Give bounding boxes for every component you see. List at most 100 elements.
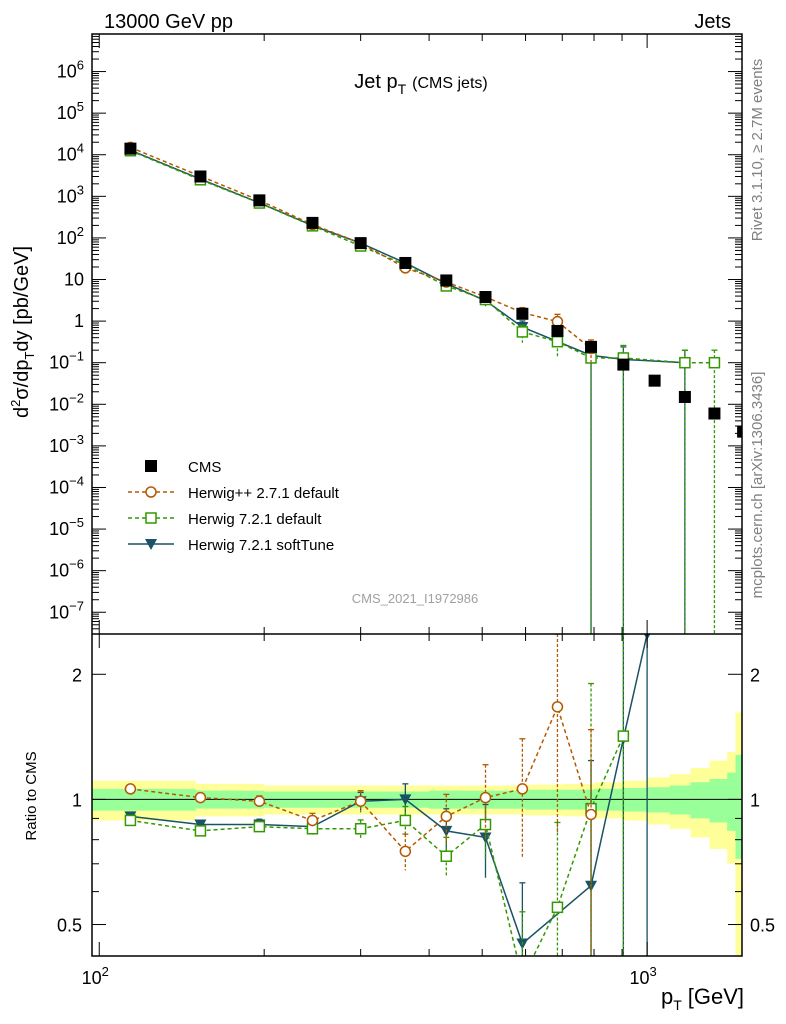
chart-title-suffix: (CMS jets) xyxy=(412,75,488,92)
main-data-point xyxy=(516,307,529,320)
y-tick-label: 10−2 xyxy=(49,390,84,414)
x-axis-label-suffix: [GeV] xyxy=(688,984,744,1009)
legend-entry: Herwig 7.2.1 softTune xyxy=(128,537,334,554)
main-data-point xyxy=(354,237,367,250)
ratio-data-point xyxy=(306,814,319,827)
ratio-data-point xyxy=(479,791,492,804)
y-tick-label: 10−5 xyxy=(49,515,84,539)
main-plot-area xyxy=(124,141,777,634)
ratio-y-tick-label: 2 xyxy=(72,665,82,685)
ratio-data-point xyxy=(253,820,266,833)
main-series-line xyxy=(130,149,685,364)
x-axis-label: pT [GeV] xyxy=(661,984,744,1013)
main-series-cms xyxy=(124,142,777,455)
main-series-line xyxy=(130,146,592,350)
ratio-series-line xyxy=(130,634,648,945)
legend-label: Herwig 7.2.1 softTune xyxy=(188,537,334,554)
main-data-point xyxy=(551,324,564,337)
ratio-data-point xyxy=(516,783,529,795)
ratio-data-point xyxy=(124,814,137,827)
main-data-point xyxy=(765,443,777,455)
ratio-plot-area xyxy=(124,634,651,984)
ratio-data-point xyxy=(124,783,137,795)
main-data-point xyxy=(708,407,721,420)
y-tick-label: 10−1 xyxy=(49,349,84,373)
ratio-data-point xyxy=(440,850,453,862)
ratio-y-tick-label: 1 xyxy=(72,790,82,810)
legend: CMS Herwig++ 2.7.1 default Herwig 7.2.1 de… xyxy=(128,459,340,554)
legend-label: Herwig 7.2.1 default xyxy=(188,511,322,528)
main-data-point xyxy=(551,335,564,348)
y-tick-label: 10−7 xyxy=(49,598,84,622)
main-data-point xyxy=(516,326,529,338)
legend-entry: Herwig++ 2.7.1 default xyxy=(128,485,340,502)
chart-title-sub: T xyxy=(398,81,407,97)
ratio-data-point xyxy=(253,795,266,807)
legend-marker xyxy=(145,460,157,472)
band-inner xyxy=(92,754,742,859)
x-tick-label: 102 xyxy=(82,964,109,988)
ratio-data-point xyxy=(551,901,564,914)
axes: 102 103 10−7 10−6 10−5 10−4 10−3 10−2 10−1 1 10 102… xyxy=(49,33,775,988)
ratio-series-line xyxy=(130,735,625,956)
y-tick-label: 102 xyxy=(57,224,84,248)
main-data-point xyxy=(708,356,721,369)
legend-marker xyxy=(145,486,157,498)
ratio-data-point xyxy=(194,825,207,837)
main-data-point xyxy=(737,425,742,438)
ratio-ylabel: Ratio to CMS xyxy=(23,751,40,840)
mcplots-text: mcplots.cern.ch [arXiv:1306.3436] xyxy=(749,372,766,599)
ratio-y-tick-label-right: 0.5 xyxy=(750,916,775,936)
x-tick-label: 103 xyxy=(629,964,656,988)
legend-label: CMS xyxy=(188,459,221,476)
main-data-point xyxy=(253,194,266,207)
main-data-point xyxy=(124,142,137,155)
ratio-data-point xyxy=(354,822,367,835)
y-tick-label: 103 xyxy=(57,182,84,206)
main-ylabel: d2σ/dpTdy [pb/GeV] xyxy=(8,246,37,418)
y-tick-label: 105 xyxy=(57,99,84,123)
y-tick-label: 10−6 xyxy=(49,557,84,581)
ratio-data-point xyxy=(399,794,412,806)
main-data-point xyxy=(585,340,598,353)
plot-frame xyxy=(91,33,743,957)
main-data-point xyxy=(194,170,207,183)
legend-marker xyxy=(145,512,157,524)
ratio-y-tick-label-right: 1 xyxy=(750,790,760,810)
ratio-data-point xyxy=(399,814,412,827)
main-data-point xyxy=(440,274,453,287)
main-series-herwig-7-2-1-default xyxy=(124,144,721,634)
main-data-point xyxy=(679,356,691,369)
y-tick-label: 1 xyxy=(74,311,84,331)
ratio-data-point xyxy=(479,818,492,831)
header-right: Jets xyxy=(694,11,731,33)
ratio-data-point xyxy=(194,819,207,831)
band-outer xyxy=(92,712,742,956)
main-data-point xyxy=(617,358,630,371)
main-series-herwig-7-2-1-softtune xyxy=(124,145,691,634)
ratio-data-point xyxy=(585,808,597,821)
ratio-y-tick-label: 0.5 xyxy=(57,916,82,936)
ratio-series-herwig-2-7-1-default xyxy=(124,634,597,956)
ratio-data-point xyxy=(399,845,412,858)
analysis-id: CMS_2021_I1972986 xyxy=(352,591,479,606)
main-data-point xyxy=(479,290,492,303)
ratio-data-point xyxy=(354,795,367,807)
chart-title: Jet pT (CMS jets) xyxy=(354,71,487,97)
main-data-point xyxy=(648,374,661,387)
y-tick-label: 10−3 xyxy=(49,432,84,456)
ratio-reference-band xyxy=(92,712,742,956)
header-left: 13000 GeV pp xyxy=(104,11,233,33)
x-axis-label-sub: T xyxy=(673,997,682,1013)
legend-label: Herwig++ 2.7.1 default xyxy=(188,485,340,502)
main-data-point xyxy=(678,390,691,403)
x-axis-label-main: p xyxy=(661,984,673,1009)
main-data-point xyxy=(306,216,319,229)
ratio-y-tick-label-right: 2 xyxy=(750,665,760,685)
ratio-data-point xyxy=(551,701,564,713)
ratio-data-point xyxy=(440,810,453,823)
ratio-data-point xyxy=(517,974,527,984)
y-tick-label: 10−4 xyxy=(49,473,84,497)
ratio-data-point xyxy=(617,730,630,742)
